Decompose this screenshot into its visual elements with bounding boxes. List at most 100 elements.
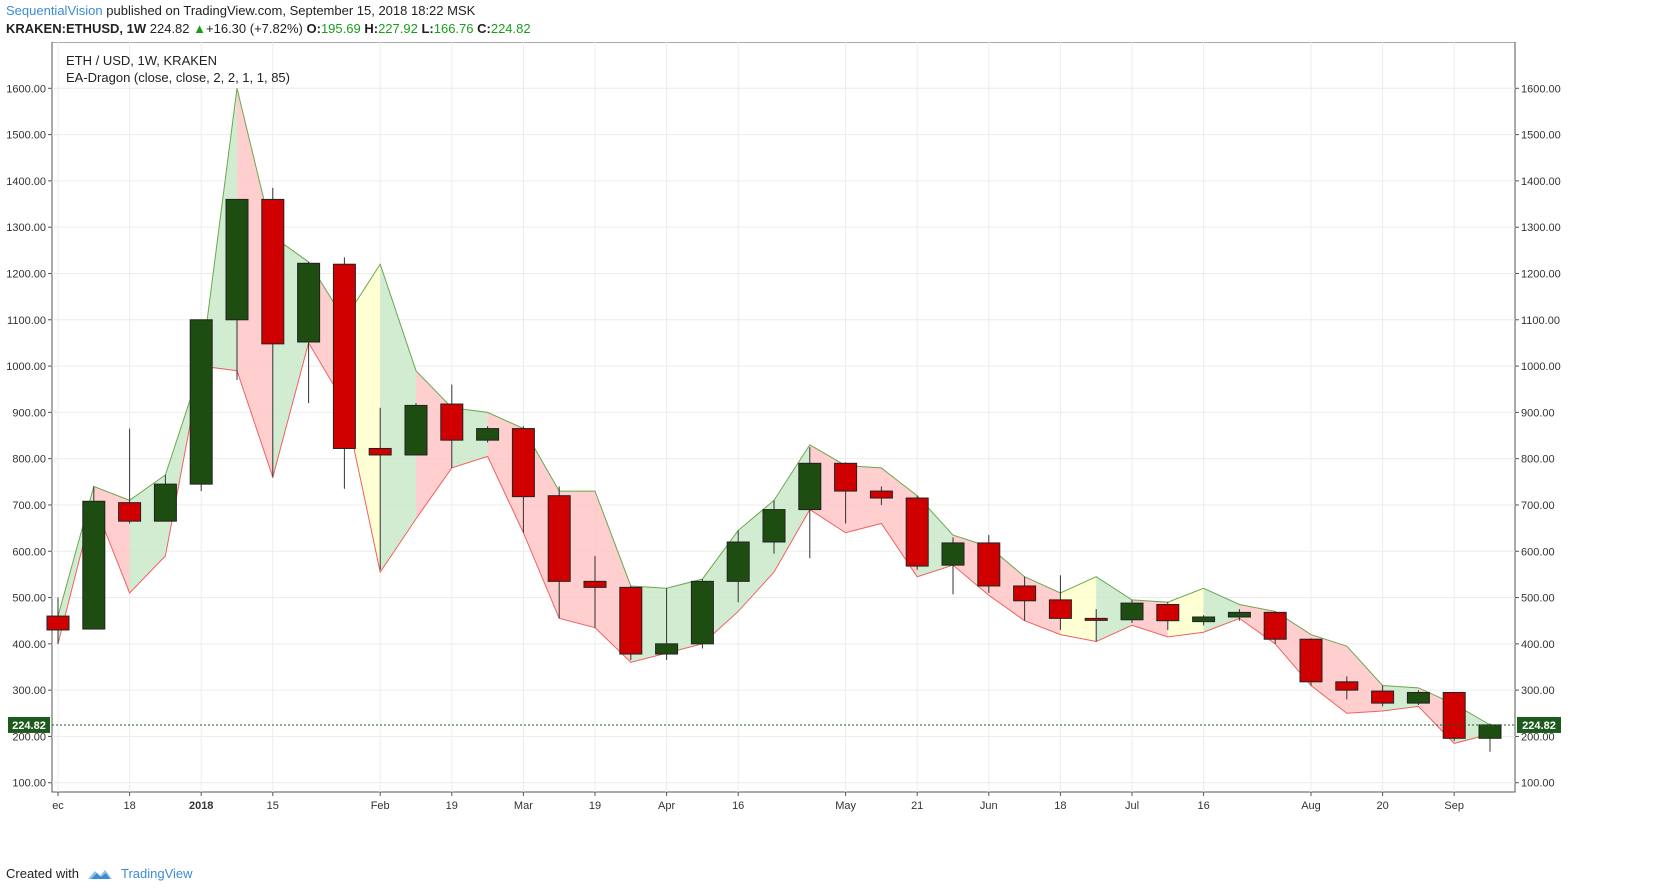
x-tick-label: 16 [732,800,744,812]
y-tick-label-left: 1100.00 [7,315,46,327]
candle-up[interactable] [1227,611,1251,618]
x-tick-label: Apr [658,800,675,812]
y-tick-label-left: 200.00 [12,731,46,743]
candle-down[interactable] [332,263,356,449]
candle-down[interactable] [1156,604,1180,622]
symbol-ohlc-bar: KRAKEN:ETHUSD, 1W 224.82 ▲+16.30 (+7.82%… [6,21,531,36]
created-with-text: Created with [6,866,79,881]
x-tick-label: 19 [446,800,458,812]
candle-down[interactable] [261,198,285,345]
candle-down[interactable] [118,502,142,522]
x-tick-label: Jun [980,800,998,812]
x-tick-label: Mar [514,800,533,812]
x-tick-label: Jul [1125,800,1139,812]
tradingview-link[interactable]: TradingView [120,866,193,881]
dragon-lower-line [57,341,1491,744]
candle-down[interactable] [547,495,571,582]
dragon-band-segment [1060,576,1097,642]
y-tick-label-left: 700.00 [12,500,46,512]
y-tick-label-left: 400.00 [12,639,46,651]
candle-up[interactable] [404,404,428,456]
x-tick-label: 2018 [189,800,213,812]
y-tick-label-left: 800.00 [12,454,46,466]
candle-down[interactable] [1299,638,1323,683]
x-tick-label: 15 [267,800,279,812]
high-value: 227.92 [378,21,418,36]
candle-up[interactable] [655,643,679,655]
candle-up[interactable] [153,483,177,522]
y-tick-label-right: 300.00 [1521,685,1555,697]
legend-indicator[interactable]: EA-Dragon (close, close, 2, 2, 1, 1, 85) [66,70,290,85]
publish-info: SequentialVision published on TradingVie… [6,3,475,18]
candle-down[interactable] [46,615,70,631]
candle-up[interactable] [1406,691,1430,704]
candle-up[interactable] [762,509,786,543]
y-tick-label-left: 1200.00 [6,268,46,280]
candle-down[interactable] [977,542,1001,587]
candle-down[interactable] [869,490,893,499]
candle-down[interactable] [1263,611,1287,640]
y-tick-label-right: 1600.00 [1521,83,1561,95]
y-tick-label-right: 1200.00 [1521,268,1561,280]
symbol-label: KRAKEN:ETHUSD, 1W [6,21,147,36]
candle-down[interactable] [511,428,535,498]
candle-up[interactable] [1192,616,1216,623]
candlestick-chart[interactable]: 100.00 100.00 200.00 200.00 300.00 300.00 400.… [0,41,1653,856]
y-tick-label-right: 700.00 [1521,500,1555,512]
candle-down[interactable] [619,586,643,655]
candle-up[interactable] [189,319,213,485]
candle-down[interactable] [1084,617,1108,621]
y-tick-label-right: 1400.00 [1521,176,1561,188]
x-tick-label: 18 [123,800,135,812]
candle-down[interactable] [1013,585,1037,602]
dragon-band-segment [1167,588,1204,637]
candle-down[interactable] [1442,691,1466,739]
x-tick-label: Feb [371,800,390,812]
candle-down[interactable] [368,447,392,456]
candle-up[interactable] [476,428,500,441]
y-tick-label-right: 100.00 [1521,778,1555,790]
author-link[interactable]: SequentialVision [6,3,103,18]
candle-up[interactable] [798,462,822,511]
candle-up[interactable] [1120,602,1144,621]
y-tick-label-right: 1000.00 [1521,361,1561,373]
y-tick-label-right: 400.00 [1521,639,1555,651]
publish-text: published on TradingView.com, September … [106,3,476,18]
low-label: L: [421,21,434,36]
candle-up[interactable] [82,500,106,630]
footer: Created with TradingView [6,866,193,881]
candle-up[interactable] [297,262,321,343]
x-tick-label: 20 [1376,800,1388,812]
tradingview-logo-icon [87,869,112,879]
y-tick-label-right: 1300.00 [1521,222,1561,234]
candle-down[interactable] [440,403,464,441]
y-tick-label-left: 1500.00 [6,130,46,142]
chart-area[interactable]: 100.00 100.00 200.00 200.00 300.00 300.00 400.… [0,41,1653,856]
candle-down[interactable] [1335,681,1359,691]
y-tick-label-left: 500.00 [12,593,46,605]
x-tick-label: Aug [1301,800,1321,812]
y-tick-label-left: 1000.00 [6,361,46,373]
candle-down[interactable] [834,462,858,492]
candle-down[interactable] [1371,690,1395,704]
candle-down[interactable] [1048,599,1072,619]
candle-down[interactable] [905,497,929,567]
x-tick-label: 18 [1054,800,1066,812]
y-tick-label-right: 200.00 [1521,731,1555,743]
last-price-label-left: 224.82 [12,720,46,732]
x-tick-label: 19 [589,800,601,812]
y-tick-label-right: 1500.00 [1521,130,1561,142]
close-value: 224.82 [490,21,531,36]
last-price-label-right: 224.82 [1522,720,1556,732]
candle-up[interactable] [726,541,750,582]
candle-up[interactable] [1478,724,1502,739]
high-label: H: [364,21,379,36]
x-tick-label: May [835,800,856,812]
candle-up[interactable] [690,580,714,645]
y-tick-label-right: 1100.00 [1521,315,1560,327]
y-tick-label-left: 600.00 [12,546,46,558]
candle-down[interactable] [583,580,607,588]
candle-up[interactable] [225,198,249,321]
candle-up[interactable] [941,542,965,566]
open-label: O: [306,21,321,36]
